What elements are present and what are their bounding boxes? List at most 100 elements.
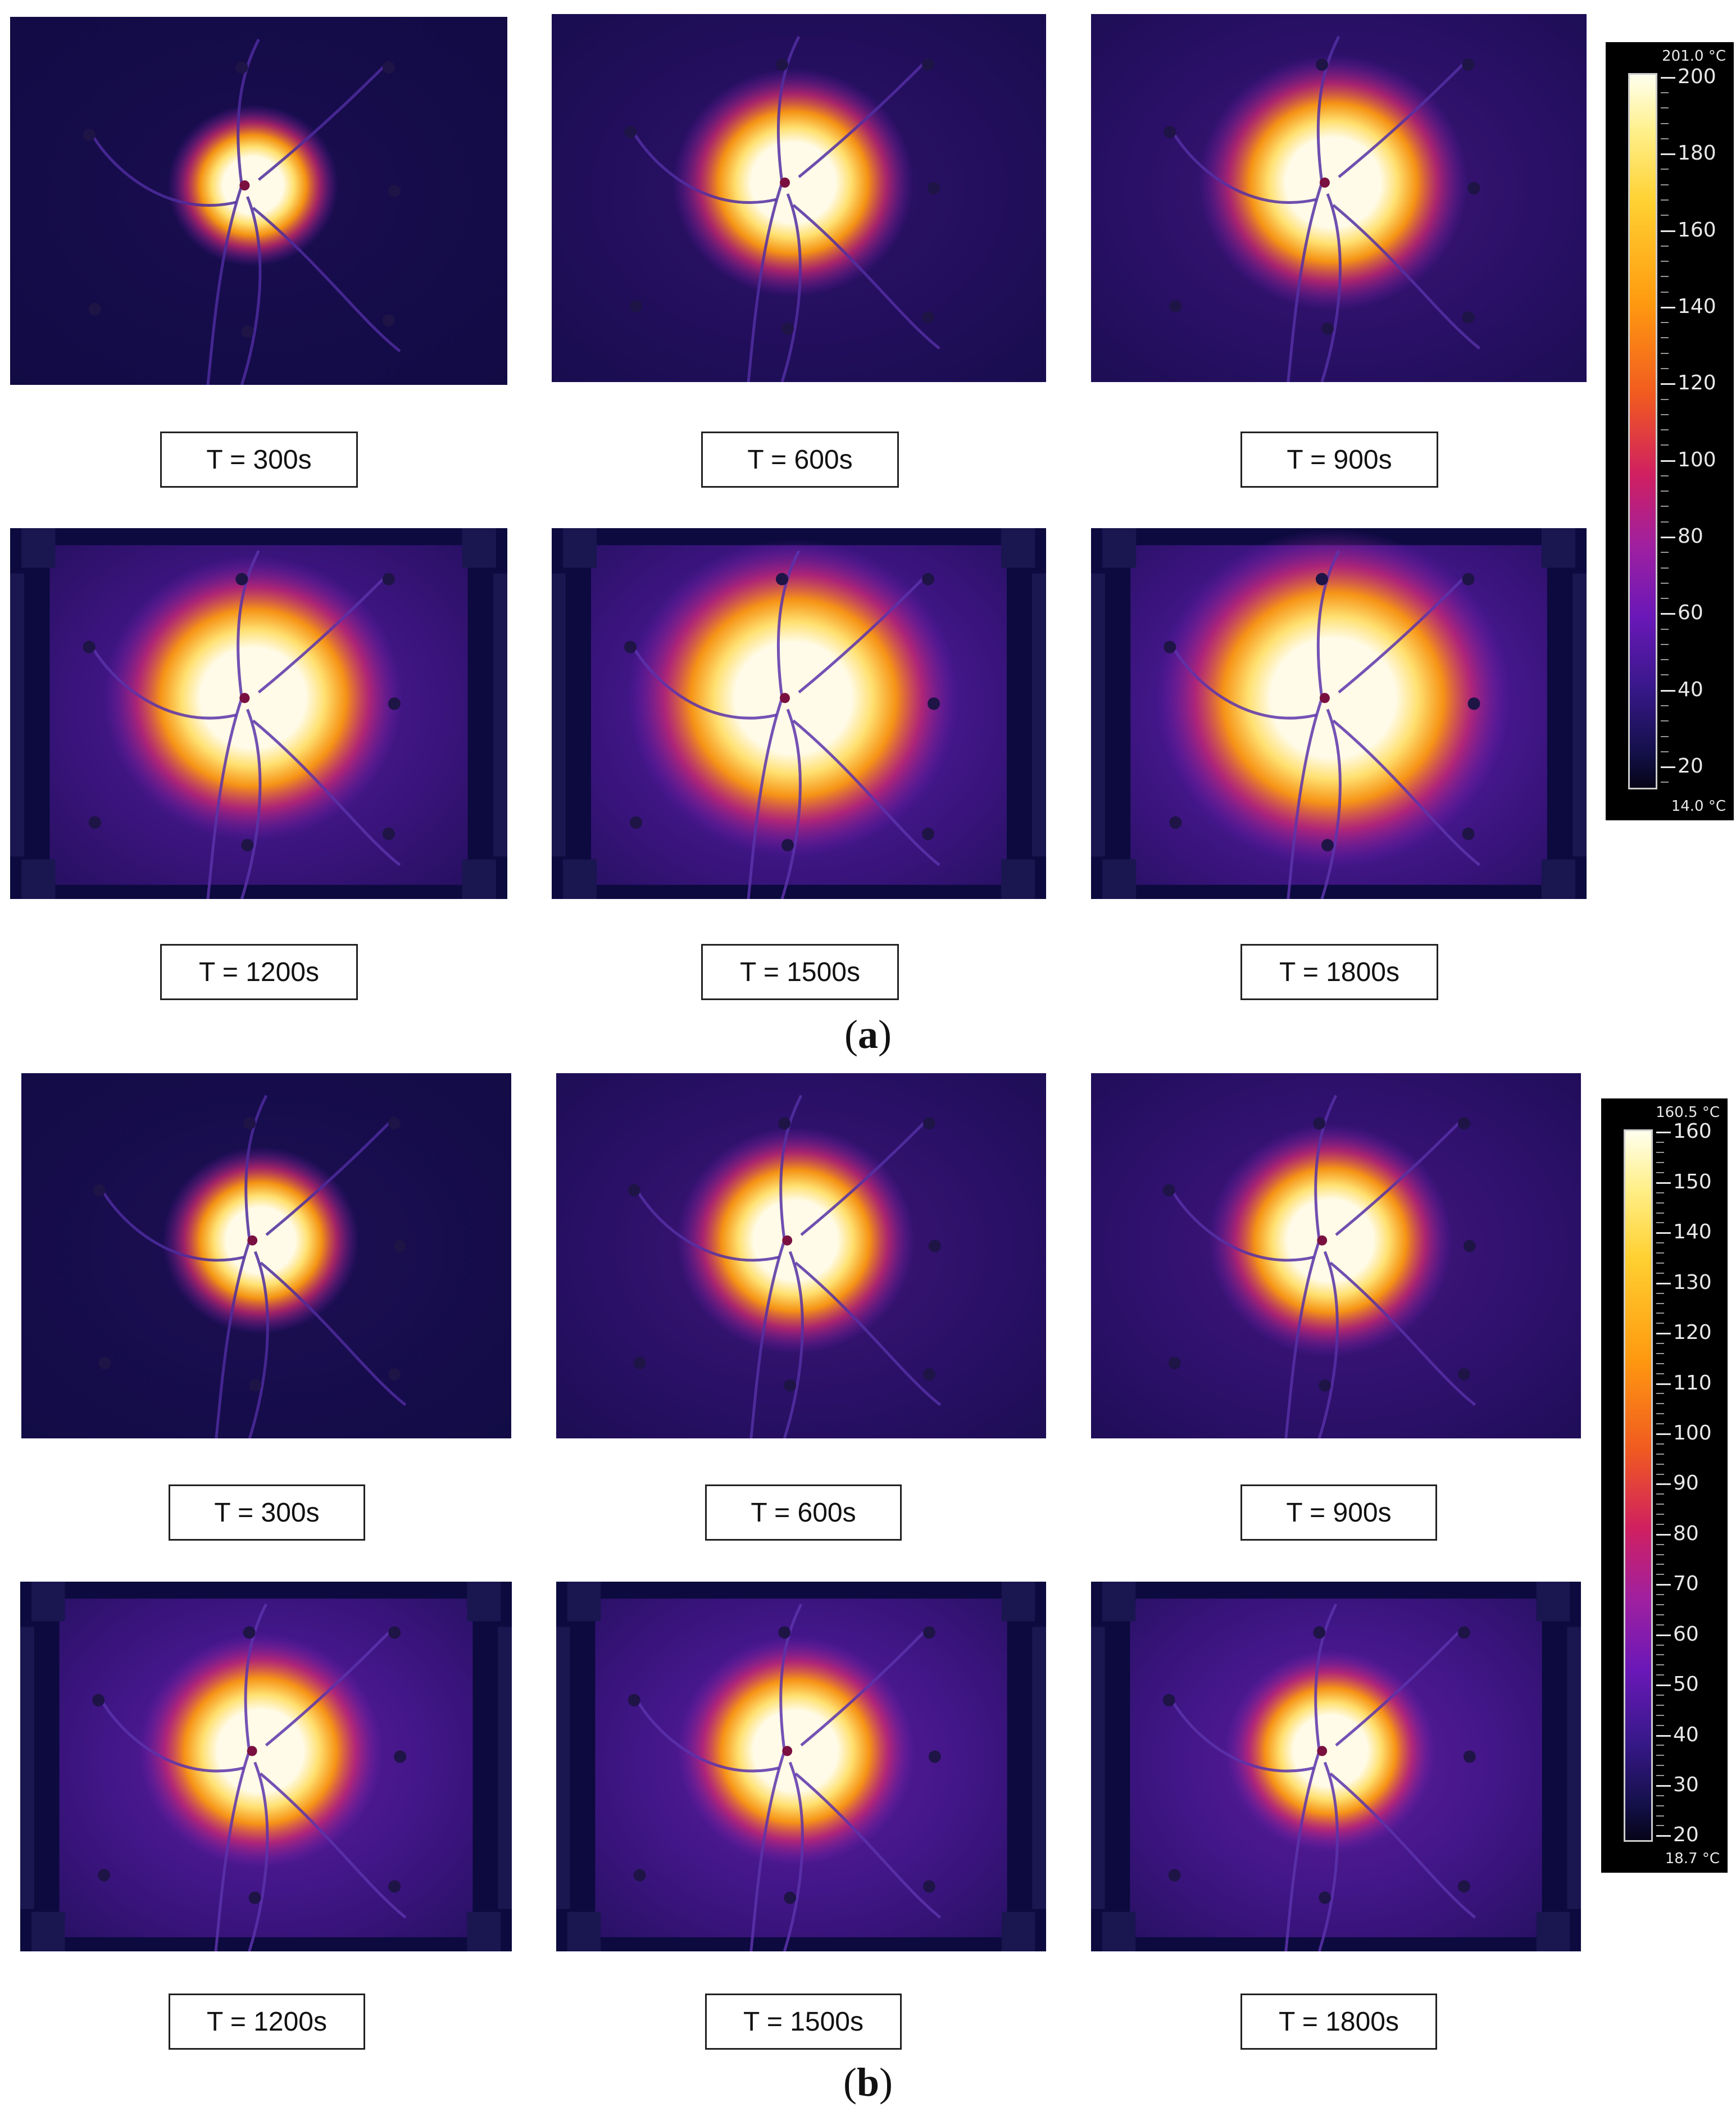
colorbar-minor-tick	[1661, 475, 1669, 476]
colorbar-minor-tick	[1661, 291, 1669, 293]
colorbar-minor-tick	[1661, 598, 1669, 600]
colorbar-major-tick	[1656, 1232, 1671, 1234]
colorbar-minor-tick	[1661, 720, 1669, 722]
colorbar-minor-tick	[1661, 643, 1669, 645]
colorbar-tick-label: 140	[1673, 1220, 1712, 1244]
colorbar-major-tick	[1656, 1734, 1671, 1737]
colorbar-minor-tick	[1656, 1664, 1664, 1666]
colorbar-tick-label: 90	[1673, 1472, 1699, 1495]
colorbar-major-tick	[1656, 1182, 1671, 1184]
time-label: T = 1200s	[160, 944, 358, 1000]
colorbar-major-tick	[1661, 153, 1675, 156]
colorbar-minor-tick	[1661, 582, 1669, 584]
caption-letter: b	[856, 2060, 880, 2105]
time-label: T = 1800s	[1240, 1994, 1437, 2050]
colorbar-major-tick	[1656, 1835, 1671, 1837]
colorbar-major-tick	[1661, 460, 1675, 462]
thermal-image	[556, 1073, 1046, 1438]
colorbar-minor-tick	[1661, 352, 1669, 354]
colorbar-minor-tick	[1661, 628, 1669, 630]
colorbar-tick-label: 100	[1678, 448, 1716, 471]
colorbar-minor-tick	[1656, 1765, 1664, 1767]
colorbar-tick-label: 160	[1678, 218, 1716, 242]
colorbar-minor-tick	[1656, 1724, 1664, 1726]
colorbar-major-tick	[1661, 306, 1675, 308]
thermal-svg	[21, 1073, 511, 1438]
colorbar-gradient	[1628, 73, 1657, 789]
colorbar-minor-tick	[1661, 337, 1669, 339]
colorbar-major-tick	[1656, 1784, 1671, 1787]
colorbar-tick-label: 60	[1673, 1622, 1699, 1646]
colorbar-minor-tick	[1656, 1202, 1664, 1204]
colorbar-minor-tick	[1661, 261, 1669, 262]
colorbar-minor-tick	[1656, 1172, 1664, 1173]
colorbar-minor-tick	[1656, 1403, 1664, 1405]
colorbar-tick-label: 130	[1673, 1270, 1712, 1294]
thermal-image	[10, 17, 507, 385]
colorbar-min-label: 18.7 °C	[1665, 1850, 1720, 1867]
colorbar-major-tick	[1661, 230, 1675, 232]
thermal-svg	[1091, 1073, 1581, 1438]
colorbar-major-tick	[1656, 1684, 1671, 1687]
colorbar-minor-tick	[1656, 1242, 1664, 1244]
colorbar-minor-tick	[1656, 1393, 1664, 1395]
colorbar-minor-tick	[1661, 506, 1669, 507]
colorbar-minor-tick	[1656, 1654, 1664, 1656]
colorbar-minor-tick	[1661, 398, 1669, 400]
colorbar-minor-tick	[1656, 1775, 1664, 1777]
colorbar-tick-label: 150	[1673, 1170, 1712, 1193]
colorbar-minor-tick	[1656, 1413, 1664, 1415]
colorbar-minor-tick	[1656, 1805, 1664, 1806]
colorbar-minor-tick	[1661, 368, 1669, 369]
colorbar-minor-tick	[1656, 1463, 1664, 1465]
time-label: T = 600s	[701, 432, 899, 488]
colorbar-minor-tick	[1656, 1142, 1664, 1143]
colorbar-major-tick	[1656, 1433, 1671, 1435]
time-label: T = 1500s	[701, 944, 899, 1000]
colorbar-max-label: 160.5 °C	[1656, 1104, 1720, 1121]
colorbar-major-tick	[1656, 1132, 1671, 1134]
thermal-image	[1091, 1073, 1581, 1438]
colorbar-minor-tick	[1656, 1604, 1664, 1606]
thermal-svg	[1091, 528, 1587, 899]
colorbar-minor-tick	[1656, 1423, 1664, 1425]
colorbar-minor-tick	[1656, 1795, 1664, 1796]
colorbar-tick-label: 40	[1678, 678, 1703, 701]
colorbar-minor-tick	[1656, 1152, 1664, 1154]
caption-letter: a	[858, 1012, 878, 1057]
colorbar-minor-tick	[1656, 1554, 1664, 1555]
colorbar-minor-tick	[1656, 1704, 1664, 1706]
colorbar-minor-tick	[1661, 782, 1669, 783]
time-label: T = 600s	[705, 1484, 902, 1541]
colorbar-minor-tick	[1656, 1323, 1664, 1324]
colorbar-minor-tick	[1661, 674, 1669, 676]
colorbar-minor-tick	[1656, 1714, 1664, 1716]
colorbar-minor-tick	[1661, 444, 1669, 446]
colorbar-minor-tick	[1656, 1313, 1664, 1314]
thermal-svg	[556, 1582, 1046, 1951]
colorbar-minor-tick	[1661, 138, 1669, 139]
colorbar-minor-tick	[1656, 1302, 1664, 1304]
colorbar-minor-tick	[1661, 751, 1669, 752]
colorbar-minor-tick	[1661, 414, 1669, 415]
colorbar-minor-tick	[1656, 1192, 1664, 1193]
colorbar-b: 160.5 °C 18.7 °C 160 150 140 130 120 110 100 90 80…	[1601, 1098, 1728, 1873]
time-label: T = 1500s	[705, 1994, 902, 2050]
colorbar-a: 201.0 °C 14.0 °C 200 180 160 140 120 100 80 60 40 2…	[1606, 42, 1734, 820]
thermal-image	[556, 1582, 1046, 1951]
thermal-image	[1091, 14, 1587, 382]
colorbar-minor-tick	[1656, 1212, 1664, 1214]
thermal-image	[10, 528, 507, 899]
thermal-svg	[556, 1073, 1046, 1438]
colorbar-minor-tick	[1661, 215, 1669, 216]
colorbar-tick-label: 80	[1673, 1522, 1699, 1545]
colorbar-tick-label: 140	[1678, 294, 1716, 318]
colorbar-minor-tick	[1661, 92, 1669, 94]
colorbar-minor-tick	[1656, 1443, 1664, 1445]
time-label: T = 1800s	[1240, 944, 1438, 1000]
colorbar-minor-tick	[1661, 245, 1669, 247]
colorbar-minor-tick	[1656, 1815, 1664, 1817]
colorbar-minor-tick	[1656, 1755, 1664, 1756]
colorbar-minor-tick	[1661, 429, 1669, 431]
colorbar-minor-tick	[1656, 1574, 1664, 1575]
